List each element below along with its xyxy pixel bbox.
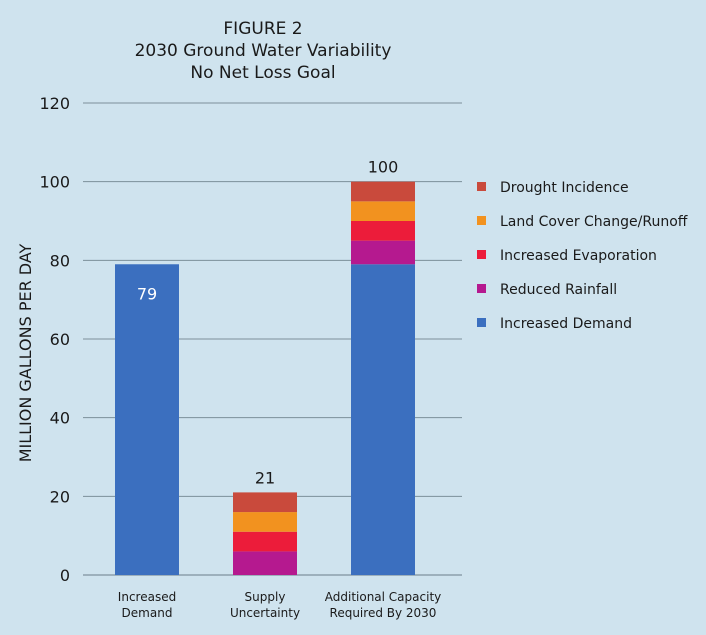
bar-2-increased-demand <box>351 264 415 575</box>
bars <box>115 181 415 575</box>
bar-0-increased-demand <box>115 264 179 575</box>
x-tick-label-0-line-2: Demand <box>122 606 173 620</box>
x-axis-ticks: Increased Demand Supply Uncertainty Addition… <box>118 590 441 620</box>
bar-labels: 79 21 100 <box>137 158 398 488</box>
bar-value-label-2: 100 <box>368 158 399 177</box>
y-axis-label: MILLION GALLONS PER DAY <box>16 243 35 462</box>
legend-label-increased-demand: Increased Demand <box>500 316 632 332</box>
bar-2-increased-evaporation <box>351 221 415 241</box>
x-tick-label-1-line-2: Uncertainty <box>230 606 300 620</box>
y-tick-label-40: 40 <box>50 409 70 428</box>
legend-swatch-reduced-rainfall <box>477 284 486 293</box>
y-tick-label-80: 80 <box>50 251 70 270</box>
legend-swatch-increased-demand <box>477 318 486 327</box>
chart-title-line-1: FIGURE 2 <box>223 19 302 39</box>
bar-2-land-cover-change-runoff <box>351 201 415 221</box>
bar-2-drought-incidence <box>351 181 415 202</box>
x-tick-label-0-line-1: Increased <box>118 590 176 604</box>
bar-1-reduced-rainfall <box>233 551 297 575</box>
bar-1-drought-incidence <box>233 492 297 513</box>
y-tick-label-120: 120 <box>39 94 70 113</box>
bar-2-reduced-rainfall <box>351 240 415 265</box>
bar-1-land-cover-change-runoff <box>233 512 297 532</box>
chart-title-line-3: No Net Loss Goal <box>190 63 335 83</box>
legend-swatch-increased-evaporation <box>477 250 486 259</box>
legend-label-increased-evaporation: Increased Evaporation <box>500 248 657 264</box>
legend-swatch-land-cover-change-runoff <box>477 216 486 225</box>
x-tick-label-1-line-1: Supply <box>245 590 286 604</box>
legend-swatch-drought-incidence <box>477 182 486 191</box>
y-axis-title: MILLION GALLONS PER DAY <box>16 243 35 462</box>
y-tick-label-60: 60 <box>50 330 70 349</box>
y-tick-label-0: 0 <box>60 566 70 585</box>
y-tick-label-20: 20 <box>50 487 70 506</box>
y-axis-ticks: 0 20 40 60 80 100 120 <box>39 94 70 585</box>
x-tick-label-2-line-2: Required By 2030 <box>330 606 437 620</box>
y-tick-label-100: 100 <box>39 173 70 192</box>
x-tick-label-2-line-1: Additional Capacity <box>325 590 442 604</box>
legend-label-land-cover-change-runoff: Land Cover Change/Runoff <box>500 214 688 230</box>
legend: Drought Incidence Land Cover Change/Runof… <box>477 180 688 332</box>
chart-title-line-2: 2030 Ground Water Variability <box>135 41 392 61</box>
bar-value-label-0: 79 <box>137 284 157 303</box>
bar-1-increased-evaporation <box>233 531 297 552</box>
bar-value-label-1: 21 <box>255 468 275 487</box>
legend-label-drought-incidence: Drought Incidence <box>500 180 629 196</box>
legend-label-reduced-rainfall: Reduced Rainfall <box>500 282 617 298</box>
